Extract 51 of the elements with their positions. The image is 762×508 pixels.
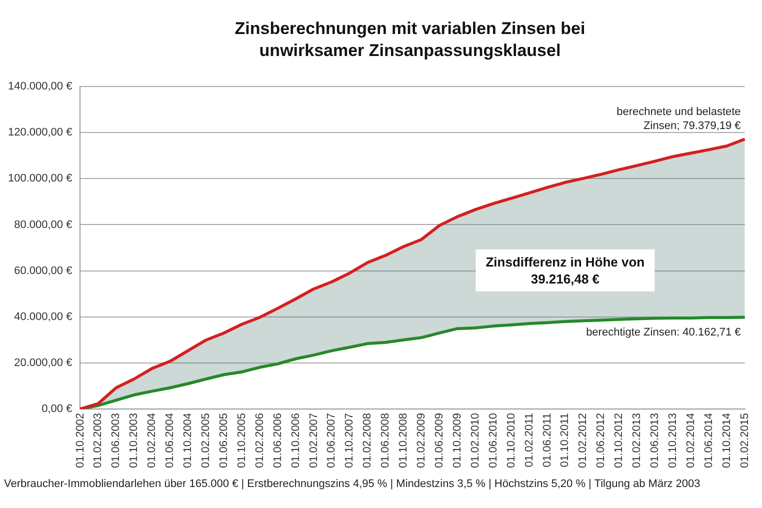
x-tick-label: 01.10.2005 <box>236 412 248 468</box>
x-tick-label: 01.10.2008 <box>398 412 410 468</box>
x-tick-label: 01.06.2009 <box>433 412 446 468</box>
x-tick-label: 01.06.2003 <box>110 412 122 468</box>
x-tick-label: 01.06.2006 <box>272 412 284 468</box>
y-tick-label: 0,00 € <box>42 402 72 415</box>
x-tick-label: 01.10.2009 <box>451 412 464 468</box>
annotation: Zinsdifferenz in Höhe von 39.216,48 € <box>486 254 645 286</box>
x-tick-label: 01.02.2012 <box>577 412 590 468</box>
x-tick-label: 01.02.2003 <box>92 412 104 468</box>
x-tick-label: 01.06.2004 <box>164 412 176 468</box>
x-tick-label: 01.02.2005 <box>200 412 212 468</box>
x-tick-label: 01.02.2011 <box>523 412 536 468</box>
x-tick-label: 01.10.2012 <box>613 412 626 468</box>
x-tick-label: 01.06.2014 <box>702 412 715 468</box>
x-tick-label: 01.10.2010 <box>505 412 518 468</box>
x-tick-label: 01.10.2004 <box>182 412 194 468</box>
x-tick-label: 01.02.2013 <box>631 412 644 468</box>
x-tick-label: 01.10.2014 <box>720 412 733 468</box>
y-tick-label: 20.000,00 € <box>14 356 72 369</box>
x-tick-label: 01.10.2013 <box>666 412 679 468</box>
x-tick-label: 01.10.2011 <box>559 412 572 468</box>
x-tick-label: 01.10.2007 <box>344 412 356 468</box>
y-tick-label: 80.000,00 € <box>14 218 72 231</box>
x-tick-label: 01.06.2008 <box>380 412 392 468</box>
x-tick-label: 01.10.2006 <box>290 412 302 468</box>
annotation: berechtigte Zinsen: 40.162,71 € <box>586 326 741 338</box>
x-tick-label: 01.06.2005 <box>218 412 230 468</box>
x-tick-label: 01.02.2006 <box>254 412 266 468</box>
x-tick-label: 01.10.2003 <box>128 412 140 468</box>
y-tick-label: 40.000,00 € <box>14 310 72 323</box>
x-tick-label: 01.02.2010 <box>469 412 482 468</box>
x-tick-label: 01.02.2007 <box>308 412 320 468</box>
x-tick-label: 01.02.2014 <box>684 412 697 468</box>
y-tick-label: 60.000,00 € <box>14 264 72 277</box>
x-tick-label: 01.06.2012 <box>595 412 608 468</box>
text: Verbraucher-Immobliendarlehen über 165.000 € | Erstberechnungszins 4,95 % | Mindestzins 3,5 % | Höchstzins 5,20 % | Tilgung ab März 2003 <box>3 478 702 490</box>
annotation: berechnete und belastete Zinsen; 79.379,19 € <box>616 106 741 132</box>
x-tick-label: 01.06.2010 <box>487 412 500 468</box>
x-tick-label: 01.06.2007 <box>326 412 338 468</box>
x-tick-label: 01.02.2008 <box>362 412 374 468</box>
x-tick-label: 01.02.2015 <box>738 412 751 468</box>
x-tick-label: 01.06.2013 <box>649 412 662 468</box>
y-tick-label: 120.000,00 € <box>8 126 72 139</box>
chart-title: Zinsberechnungen mit variablen Zinsen bei unwirksamer Zinsanpassungsklausel <box>234 18 586 62</box>
x-tick-label: 01.06.2011 <box>541 412 554 468</box>
x-tick-label: 01.10.2002 <box>74 412 86 468</box>
x-tick-label: 01.02.2009 <box>416 412 428 468</box>
y-tick-label: 140.000,00 € <box>8 80 72 93</box>
x-tick-label: 01.02.2004 <box>146 412 158 468</box>
y-tick-label: 100.000,00 € <box>8 172 72 185</box>
